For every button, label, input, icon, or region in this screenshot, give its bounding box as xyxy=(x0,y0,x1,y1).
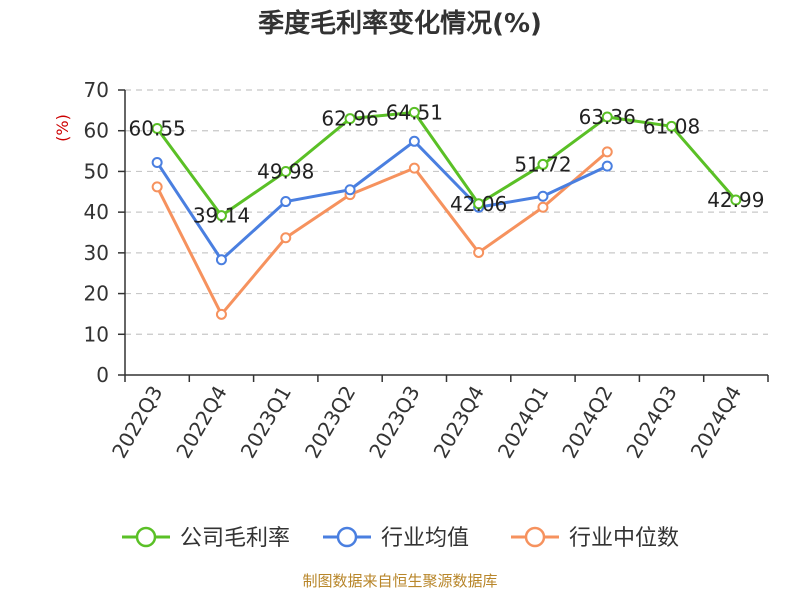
data-label-2024Q4: 42.99 xyxy=(707,188,764,212)
data-label-2022Q4: 39.14 xyxy=(193,204,250,228)
x-tick-label-2023Q2: 2023Q2 xyxy=(300,382,360,463)
y-axis-label: (%) xyxy=(53,114,72,142)
series-group xyxy=(151,106,742,320)
y-tick-label-0: 0 xyxy=(96,363,109,387)
legend-label-1: 行业均值 xyxy=(381,526,469,551)
series-2-point-2023Q3 xyxy=(408,162,420,174)
data-label-2024Q3: 61.08 xyxy=(643,114,700,138)
source-note: 制图数据来自恒生聚源数据库 xyxy=(302,572,497,590)
series-1-point-2022Q4 xyxy=(215,254,227,266)
legend-item-0: 公司毛利率 xyxy=(122,526,290,551)
series-2-point-2022Q4 xyxy=(215,308,227,320)
y-tick-label-70: 70 xyxy=(84,78,109,102)
x-tick-label-2024Q1: 2024Q1 xyxy=(493,382,553,463)
series-0-point-2022Q4 xyxy=(215,210,227,222)
series-line-2 xyxy=(155,150,609,316)
data-label-2024Q2: 63.36 xyxy=(579,105,636,129)
series-1-point-2024Q2 xyxy=(601,160,613,172)
series-2-point-2022Q3 xyxy=(151,181,163,193)
y-tick-label-10: 10 xyxy=(84,322,109,346)
series-line-0 xyxy=(155,110,737,218)
legend-marker-2 xyxy=(524,526,546,548)
data-label-2023Q1: 49.98 xyxy=(257,160,314,184)
x-tick-label-2022Q4: 2022Q4 xyxy=(171,382,231,463)
legend: 公司毛利率 行业均值 行业中位数 xyxy=(122,526,679,551)
series-1-point-2023Q3 xyxy=(408,135,420,147)
series-1-point-2022Q3 xyxy=(151,156,163,168)
data-label-2023Q2: 62.96 xyxy=(321,107,378,131)
series-0-point-2024Q1 xyxy=(537,158,549,170)
data-label-2023Q4: 42.06 xyxy=(450,192,507,216)
x-tick-label-2023Q4: 2023Q4 xyxy=(429,382,489,463)
x-tick-label-2023Q3: 2023Q3 xyxy=(364,382,424,463)
series-1-point-2023Q1 xyxy=(280,196,292,208)
series-1-point-2023Q2 xyxy=(344,184,356,196)
series-line-1 xyxy=(155,139,608,262)
series-0-point-2024Q3 xyxy=(666,120,678,132)
series-0-point-2023Q2 xyxy=(344,113,356,125)
y-tick-label-40: 40 xyxy=(84,200,109,224)
data-labels: 60.55 39.14 49.98 62.96 64.51 42.06 51.72 63.36… xyxy=(129,100,765,227)
legend-marker-1 xyxy=(336,526,358,548)
y-tick-label-30: 30 xyxy=(84,241,109,265)
series-0-point-2023Q1 xyxy=(280,166,292,178)
series-2-point-2024Q1 xyxy=(537,201,549,213)
x-tick-label-2023Q1: 2023Q1 xyxy=(236,382,296,463)
data-label-2024Q1: 51.72 xyxy=(514,152,571,176)
y-tick-label-60: 60 xyxy=(84,119,109,143)
y-tick-label-50: 50 xyxy=(84,159,109,183)
series-0-point-2023Q3 xyxy=(408,106,420,118)
x-tick-label-2024Q3: 2024Q3 xyxy=(621,382,681,463)
legend-item-2: 行业中位数 xyxy=(511,526,679,551)
x-tick-label-2024Q2: 2024Q2 xyxy=(557,382,617,463)
chart-title: 季度毛利率变化情况(%) xyxy=(258,8,542,39)
x-tick-label-2024Q4: 2024Q4 xyxy=(686,382,746,463)
legend-label-0: 公司毛利率 xyxy=(180,526,290,551)
legend-item-1: 行业均值 xyxy=(323,526,469,551)
x-tick-label-2022Q3: 2022Q3 xyxy=(107,382,167,463)
series-0-point-2023Q4 xyxy=(473,198,485,210)
series-2-point-2023Q1 xyxy=(280,232,292,244)
series-2-point-2024Q2 xyxy=(601,146,613,158)
series-1-point-2024Q1 xyxy=(537,190,549,202)
series-0-point-2024Q2 xyxy=(601,111,613,123)
legend-marker-0 xyxy=(135,526,157,548)
series-2-point-2023Q4 xyxy=(473,246,485,258)
y-tick-label-20: 20 xyxy=(84,282,109,306)
series-0-point-2022Q3 xyxy=(151,122,163,134)
data-label-2023Q3: 64.51 xyxy=(386,100,443,124)
legend-label-2: 行业中位数 xyxy=(569,526,679,551)
data-label-2022Q3: 60.55 xyxy=(129,116,186,140)
series-0-point-2024Q4 xyxy=(730,194,742,206)
